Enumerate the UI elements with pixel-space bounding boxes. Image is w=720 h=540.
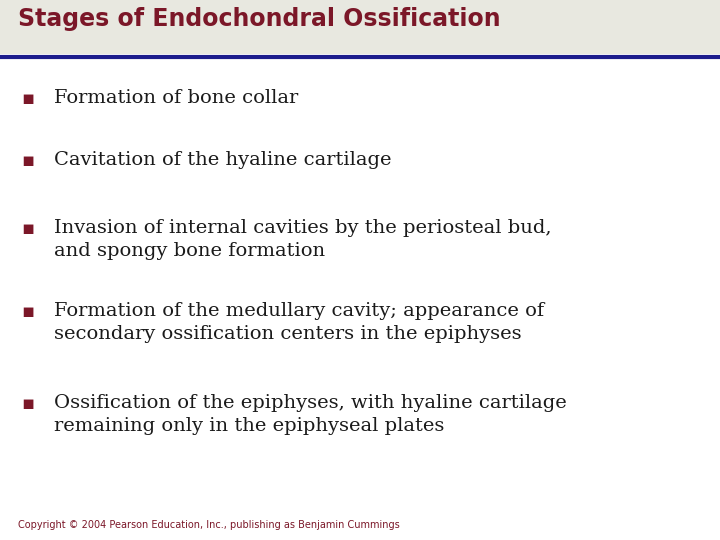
Text: ▪: ▪	[22, 89, 35, 108]
Text: ▪: ▪	[22, 302, 35, 321]
Text: Cavitation of the hyaline cartilage: Cavitation of the hyaline cartilage	[54, 151, 392, 169]
FancyBboxPatch shape	[0, 0, 720, 54]
Text: Invasion of internal cavities by the periosteal bud,
and spongy bone formation: Invasion of internal cavities by the per…	[54, 219, 552, 260]
Text: Stages of Endochondral Ossification: Stages of Endochondral Ossification	[18, 7, 500, 31]
Text: ▪: ▪	[22, 151, 35, 170]
Text: Formation of the medullary cavity; appearance of
secondary ossification centers : Formation of the medullary cavity; appea…	[54, 302, 544, 343]
Text: Formation of bone collar: Formation of bone collar	[54, 89, 298, 107]
Text: Ossification of the epiphyses, with hyaline cartilage
remaining only in the epip: Ossification of the epiphyses, with hyal…	[54, 394, 567, 435]
Text: Copyright © 2004 Pearson Education, Inc., publishing as Benjamin Cummings: Copyright © 2004 Pearson Education, Inc.…	[18, 520, 400, 530]
Text: ▪: ▪	[22, 219, 35, 238]
Text: ▪: ▪	[22, 394, 35, 413]
